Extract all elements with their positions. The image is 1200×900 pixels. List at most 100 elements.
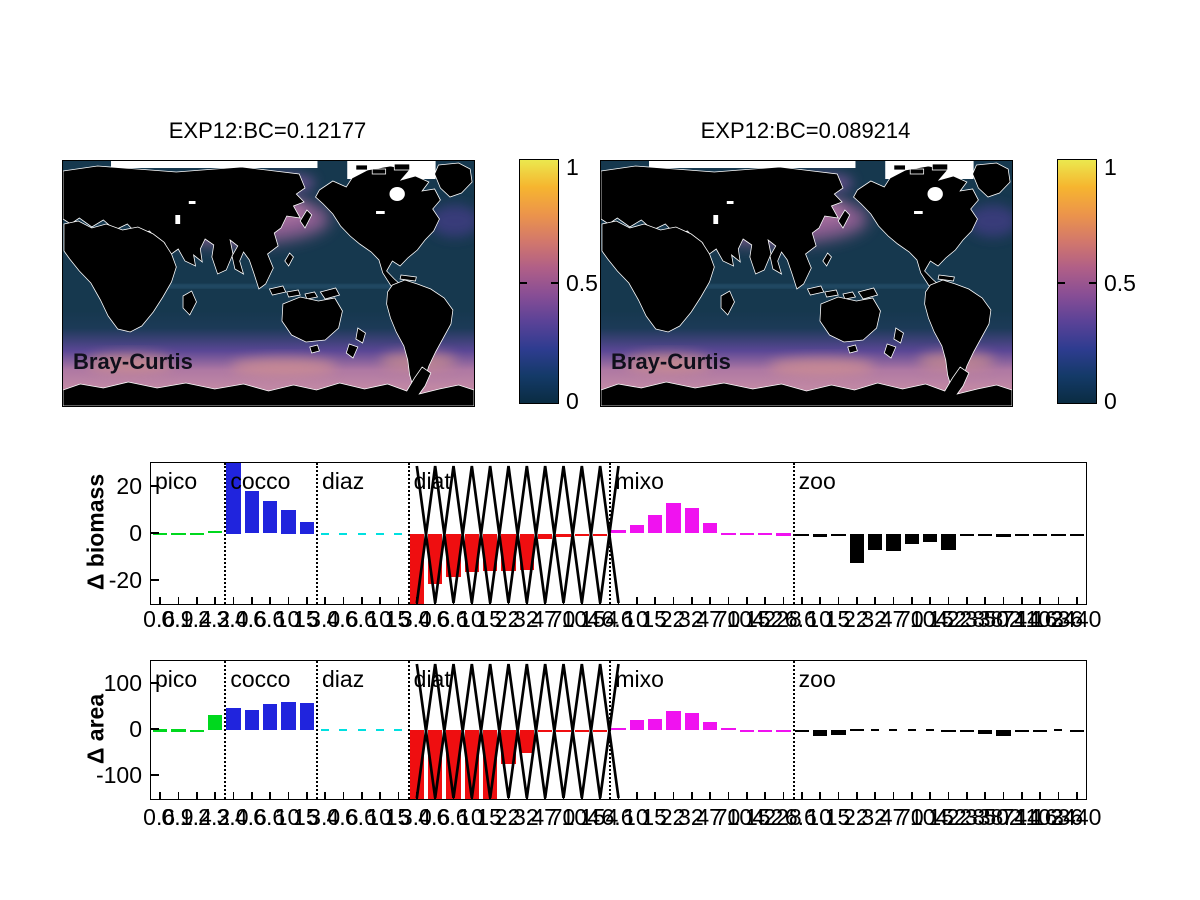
x-tick-label: 6.6 [253,804,286,830]
colorbar-tick-05: 0.5 [1104,270,1136,296]
x-tick-label: 6.6 [344,606,377,632]
x-tick-label: 104 [726,606,766,632]
bar-diat [482,533,498,572]
x-tick-label: 15 [384,804,411,830]
x-tick-label: 228 [946,804,986,830]
x-tick [324,792,326,799]
x-tick [947,597,950,604]
map-left: Bray-Curtis [62,160,475,407]
bar-diat [501,533,516,572]
x-tick [306,792,308,799]
bar-mixo [629,719,645,730]
x-tick-label: 10 [366,804,392,830]
x-tick-label: 6.6 [436,804,469,830]
x-tick-label: 2.2 [198,606,231,632]
x-tick [837,792,840,799]
bar-diat [537,533,553,540]
bar-diaz [357,729,366,731]
y-tick-label: 0 [129,519,142,546]
bar-mixo [739,729,755,733]
x-tick-label: 2.2 [198,804,231,830]
colorbar-tick-1: 1 [566,154,579,180]
bar-mixo [702,722,718,730]
x-tick [691,597,693,604]
bar-diat [446,730,461,799]
bar-diat [464,533,480,573]
x-tick [911,597,913,604]
x-tick-label: 70 [898,804,924,830]
x-tick-label: 4.6 [418,606,451,632]
x-tick [801,792,803,799]
bar-diaz [394,729,403,731]
x-tick [232,597,235,604]
bar-pico [207,715,223,730]
group-separator [407,463,410,604]
x-tick [819,792,821,799]
bar-cocco [262,703,278,730]
x-tick-label: 22 [659,606,686,632]
x-tick [196,597,198,604]
bar-zoo [1032,533,1048,536]
bar-zoo [812,533,828,538]
x-tick-label: 70 [549,606,576,632]
x-tick-label: 502 [983,606,1022,632]
x-tick [892,597,895,604]
x-tick [1002,792,1005,799]
colorbar-tick-05: 0.5 [566,270,598,296]
bar-mixo [776,533,791,536]
x-tick-label: 47 [696,804,722,830]
bar-diaz [394,532,403,535]
x-tick-label: 228 [763,804,802,830]
bar-zoo [867,533,883,550]
x-tick [361,597,363,604]
x-tick [342,792,345,799]
x-tick-label: 32 [861,606,887,632]
x-tick-label: 3.0 [216,606,249,632]
bar-mixo [721,532,736,536]
x-tick [746,792,748,799]
bar-zoo [812,730,828,736]
bar-zoo [1069,533,1085,536]
x-tick-label: 744 [1001,804,1041,830]
x-tick-label: 104 [909,804,949,830]
bar-zoo [849,729,865,732]
bar-mixo [666,710,681,730]
x-axis-tick-labels-biomass: 0.6 0.9 1.4 2.2 3.0 4.6 6.6 10 15 3.0 4.6 6.6 10 15 3.… [143,606,1130,636]
group-separator [224,661,227,799]
x-tick-label: 6.6 [436,606,469,632]
x-tick [214,597,216,604]
chart-delta-area: pico cocco diaz diat mixo zoo [150,660,1087,800]
x-tick [929,597,931,604]
bar-cocco [262,500,278,534]
x-tick-label: 1.4 [179,804,212,830]
bar-zoo [904,533,920,545]
x-tick-label: 502 [983,804,1022,830]
bar-diaz [321,532,330,535]
x-tick-label: 0.6 [143,606,176,632]
x-tick-label: 10 [806,804,832,830]
bar-zoo [1032,730,1048,733]
x-tick [727,792,730,799]
x-tick-label: 6.6 [784,804,817,830]
x-tick-label: 10 [458,606,484,632]
x-tick-label: 152 [928,804,967,830]
x-tick-label: 2440 [1050,606,1102,632]
group-separator [792,463,795,604]
x-tick [1076,597,1078,604]
x-tick [764,597,766,604]
x-tick [672,597,675,604]
x-tick-label: 6.6 [784,606,817,632]
bar-zoo [831,730,846,735]
x-tick-label: 15 [824,606,851,632]
x-tick [1039,792,1041,799]
bar-zoo [1054,729,1063,731]
bar-pico [171,729,186,732]
x-tick [782,792,785,799]
x-tick [1057,597,1060,604]
colorbar-tick-0: 0 [566,388,579,414]
x-tick [196,792,198,799]
x-tick-label: 152 [744,606,784,632]
bar-pico [152,532,168,536]
bar-mixo [684,712,700,730]
x-tick [837,597,840,604]
